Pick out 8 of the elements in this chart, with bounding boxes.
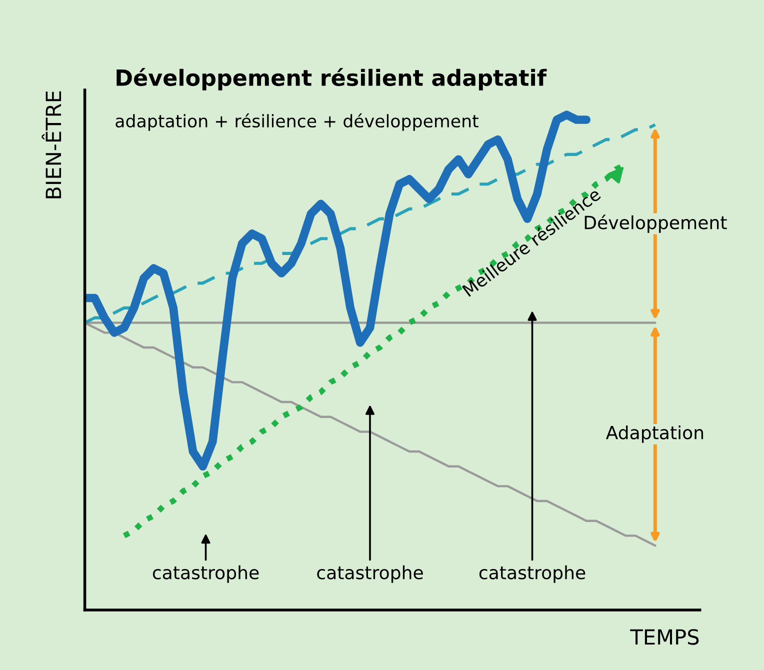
y-axis-title: BIEN-ÊTRE: [42, 91, 62, 198]
chart-title: Développement résilient adaptatif: [116, 68, 547, 90]
chart-subtitle: adaptation + résilience + développement: [116, 113, 478, 131]
annotation: catastrophe: [152, 565, 259, 583]
annotation: catastrophe: [317, 565, 423, 583]
x-axis-title: TEMPS: [630, 629, 699, 645]
annotation: catastrophe: [479, 565, 586, 583]
annotation: Adaptation: [606, 425, 704, 443]
